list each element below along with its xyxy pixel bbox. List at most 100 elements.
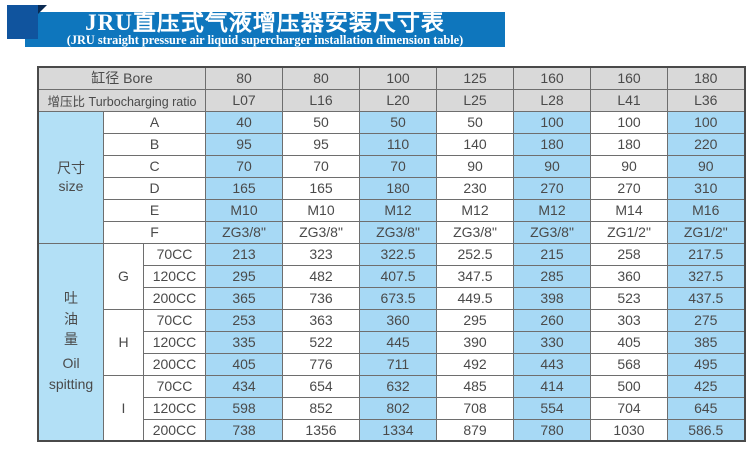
data-cell: 673.5 xyxy=(359,286,437,310)
bore-value: 180 xyxy=(667,66,745,90)
data-cell: 425 xyxy=(667,374,745,398)
data-cell: 70 xyxy=(205,154,283,178)
data-cell: 879 xyxy=(436,418,514,442)
data-cell: 260 xyxy=(513,308,591,332)
cc-label: 120CC xyxy=(143,264,206,288)
data-cell: 165 xyxy=(282,176,360,200)
data-cell: 363 xyxy=(282,308,360,332)
data-cell: 485 xyxy=(436,374,514,398)
data-cell: 215 xyxy=(513,242,591,266)
data-cell: 50 xyxy=(359,110,437,134)
table-container: 缸径 Bore 80 80 100 125 160 160 180 增压比 Tu… xyxy=(37,66,746,442)
data-cell: 100 xyxy=(667,110,745,134)
data-cell: 711 xyxy=(359,352,437,376)
data-cell: 780 xyxy=(513,418,591,442)
data-cell: 90 xyxy=(436,154,514,178)
bore-value: 80 xyxy=(282,66,360,90)
data-cell: 140 xyxy=(436,132,514,156)
data-cell: 165 xyxy=(205,176,283,200)
data-cell: 1030 xyxy=(590,418,668,442)
data-cell: 217.5 xyxy=(667,242,745,266)
cc-label: 120CC xyxy=(143,330,206,354)
data-cell: 100 xyxy=(590,110,668,134)
data-cell: 523 xyxy=(590,286,668,310)
data-cell: 270 xyxy=(513,176,591,200)
data-cell: 322.5 xyxy=(359,242,437,266)
cc-label: 200CC xyxy=(143,286,206,310)
ratio-row: 增压比 Turbocharging ratio L07 L16 L20 L25 … xyxy=(37,88,745,112)
oil-row-I-70: I 70CC 434 654 632 485 414 500 425 xyxy=(38,374,745,442)
cc-label: 70CC xyxy=(143,242,206,266)
data-cell: 708 xyxy=(436,396,514,420)
data-cell: 40 xyxy=(205,110,283,134)
data-cell: 598 xyxy=(205,396,283,420)
data-cell: 95 xyxy=(282,132,360,156)
data-cell: M10 xyxy=(205,198,283,222)
ratio-value: L28 xyxy=(513,88,591,112)
page-subtitle: (JRU straight pressure air liquid superc… xyxy=(66,33,464,48)
data-cell: 443 xyxy=(513,352,591,376)
data-cell: 407.5 xyxy=(359,264,437,288)
title-banner: JRU直压式气液增压器安装尺寸表 (JRU straight pressure … xyxy=(25,10,505,48)
ratio-value: L07 xyxy=(205,88,283,112)
data-cell: 70 xyxy=(282,154,360,178)
ratio-value: L25 xyxy=(436,88,514,112)
oil-row-H-70: H 70CC 253 363 360 295 260 303 275 xyxy=(38,308,745,376)
ratio-value: L41 xyxy=(590,88,668,112)
cc-label: 200CC xyxy=(143,418,206,442)
row-label-F: F xyxy=(103,220,206,244)
size-row-C: C 70 70 70 90 90 90 90 xyxy=(38,154,745,178)
data-cell: 90 xyxy=(513,154,591,178)
data-cell: 360 xyxy=(590,264,668,288)
data-cell: 258 xyxy=(590,242,668,266)
row-label-C: C xyxy=(103,154,206,178)
corner-fold-icon xyxy=(38,5,47,14)
data-cell: 405 xyxy=(590,330,668,354)
row-label-B: B xyxy=(103,132,206,156)
data-cell: 230 xyxy=(436,176,514,200)
data-cell: 495 xyxy=(667,352,745,376)
data-cell: 347.5 xyxy=(436,264,514,288)
size-row-D: D 165 165 180 230 270 270 310 xyxy=(38,176,745,200)
data-cell: 70 xyxy=(359,154,437,178)
data-cell: 482 xyxy=(282,264,360,288)
data-cell: ZG1/2" xyxy=(590,220,668,244)
data-cell: 50 xyxy=(436,110,514,134)
data-cell: 568 xyxy=(590,352,668,376)
data-cell: M16 xyxy=(667,198,745,222)
data-cell: 632 xyxy=(359,374,437,398)
ratio-header: 增压比 Turbocharging ratio xyxy=(37,88,206,112)
data-cell: 445 xyxy=(359,330,437,354)
data-cell: 335 xyxy=(205,330,283,354)
data-cell: 252.5 xyxy=(436,242,514,266)
data-cell: 414 xyxy=(513,374,591,398)
data-cell: 90 xyxy=(667,154,745,178)
data-cell: 180 xyxy=(590,132,668,156)
data-cell: 310 xyxy=(667,176,745,200)
data-cell: 492 xyxy=(436,352,514,376)
data-cell: 645 xyxy=(667,396,745,420)
bore-value: 80 xyxy=(205,66,283,90)
size-label-cn: 尺寸 xyxy=(57,159,85,176)
data-cell: 1334 xyxy=(359,418,437,442)
data-cell: 327.5 xyxy=(667,264,745,288)
data-cell: ZG3/8" xyxy=(359,220,437,244)
size-row-E: E M10 M10 M12 M12 M12 M14 M16 xyxy=(38,198,745,222)
size-label-en: size xyxy=(58,178,84,194)
data-cell: 50 xyxy=(282,110,360,134)
oil-label-en: Oil spitting xyxy=(48,355,94,393)
data-cell: ZG3/8" xyxy=(436,220,514,244)
data-cell: 776 xyxy=(282,352,360,376)
data-cell: 1356 xyxy=(282,418,360,442)
row-label-E: E xyxy=(103,198,206,222)
data-cell: M12 xyxy=(359,198,437,222)
group-label-G: G xyxy=(103,242,144,310)
data-cell: 270 xyxy=(590,176,668,200)
dimension-table: 缸径 Bore 80 80 100 125 160 160 180 增压比 Tu… xyxy=(37,66,746,442)
data-cell: M12 xyxy=(513,198,591,222)
data-cell: 385 xyxy=(667,330,745,354)
page-title: JRU直压式气液增压器安装尺寸表 xyxy=(85,10,445,36)
data-cell: ZG3/8" xyxy=(513,220,591,244)
oil-row-G-70: 吐油量 Oil spitting G 70CC 213 323 322.5 25… xyxy=(37,242,745,442)
oil-row-G-200: 200CC 365 736 673.5 449.5 398 523 437.5 xyxy=(38,286,745,310)
